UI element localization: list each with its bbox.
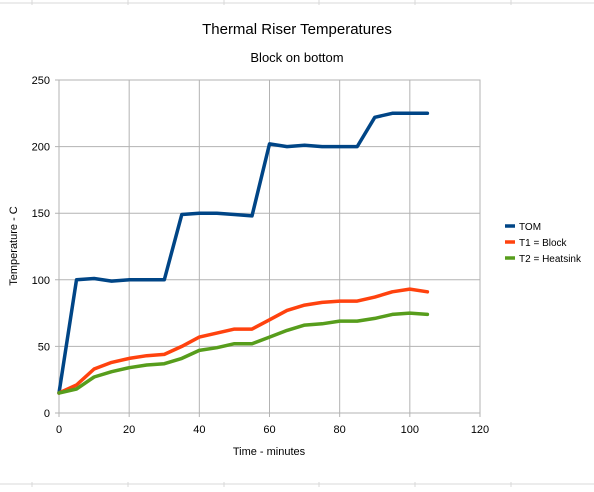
plot-grid [55,79,481,417]
y-tick-label: 0 [44,408,50,420]
y-tick-label: 150 [32,208,50,220]
x-tick-label: 120 [471,424,489,436]
x-axis-label: Time - minutes [233,446,306,458]
series-line-t1-block [57,287,430,395]
x-tick-label: 40 [193,424,205,436]
x-tick-label: 60 [263,424,275,436]
series-layer [57,111,430,395]
series-line-tom [57,111,430,395]
axes: 0 50 100 150 200 250 0 20 40 60 80 100 120 [32,75,490,436]
legend-label-t1-block: T1 = Block [519,238,568,249]
y-axis-label: Temperature - C [8,206,20,286]
legend-label-t2-heatsink: T2 = Heatsink [519,254,582,265]
series-line-t2-heatsink [57,311,430,395]
y-tick-label: 100 [32,275,50,287]
y-tick-label: 50 [38,341,50,353]
y-tick-label: 250 [32,75,50,87]
chart-title: Thermal Riser Temperatures [202,21,392,38]
x-tick-label: 80 [334,424,346,436]
chart-subtitle: Block on bottom [250,50,343,65]
y-tick-label: 200 [32,142,50,154]
legend-label-tom: TOM [519,222,541,233]
legend: TOM T1 = Block T2 = Heatsink [505,222,582,265]
x-tick-label: 20 [123,424,135,436]
x-tick-label: 0 [56,424,62,436]
x-tick-label: 100 [401,424,419,436]
